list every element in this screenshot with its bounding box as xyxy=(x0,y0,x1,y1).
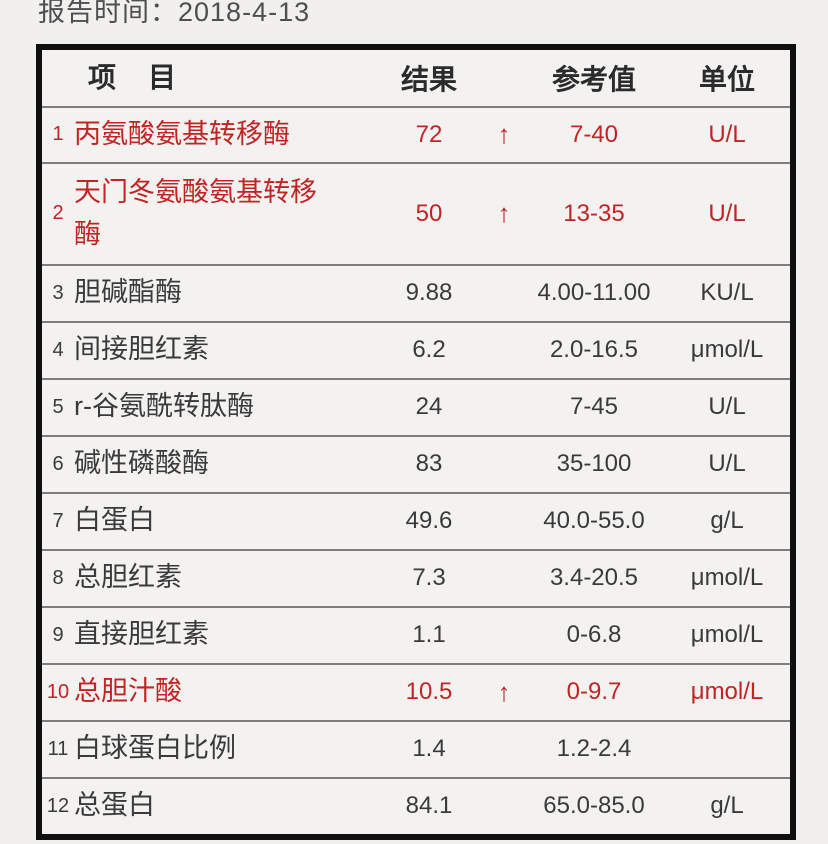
result-value: 50 xyxy=(415,199,443,227)
table-row: 11 白球蛋白比例 1.4 1.2-2.4 xyxy=(42,719,790,777)
unit-label: μmol/L xyxy=(690,678,764,706)
result-value: 9.88 xyxy=(405,279,453,307)
test-item-name: 总胆红素 xyxy=(74,562,182,593)
result-value: 10.5 xyxy=(405,678,453,706)
up-arrow-icon: ↑ xyxy=(497,119,511,150)
unit-label: U/L xyxy=(708,199,746,227)
row-number: 11 xyxy=(47,737,69,760)
reference-range: 13-35 xyxy=(563,199,625,227)
header-result: 结果 xyxy=(400,64,457,95)
up-arrow-icon: ↑ xyxy=(497,676,511,707)
test-item-name: 丙氨酸氨基转移酶 xyxy=(74,119,290,149)
table-row: 3 胆碱酯酶 9.88 4.00-11.00 KU/L xyxy=(42,263,790,321)
result-value: 1.4 xyxy=(412,735,446,763)
table-row: 6 碱性磷酸酶 83 35-100 U/L xyxy=(42,434,790,492)
reference-range: 1.2-2.4 xyxy=(556,735,632,763)
table-header-row: 项 目 结果 参考值 单位 xyxy=(42,50,790,106)
row-number: 9 xyxy=(52,623,64,646)
reference-range: 2.0-16.5 xyxy=(549,336,639,364)
row-number: 5 xyxy=(52,395,64,418)
result-value: 83 xyxy=(415,450,443,478)
reference-range: 0-9.7 xyxy=(566,678,622,706)
unit-label: μmol/L xyxy=(690,336,764,364)
report-time-label: 报告时间：2018-4-13 xyxy=(38,0,311,27)
test-item-name: 间接胆红素 xyxy=(74,334,209,365)
up-arrow-icon: ↑ xyxy=(497,198,511,229)
reference-range: 35-100 xyxy=(556,450,632,478)
result-value: 6.2 xyxy=(412,336,446,364)
header-item: 项 目 xyxy=(88,62,179,94)
row-number: 4 xyxy=(52,338,64,361)
result-value: 1.1 xyxy=(412,621,446,649)
table-row: 7 白蛋白 49.6 40.0-55.0 g/L xyxy=(42,491,790,549)
reference-range: 4.00-11.00 xyxy=(537,279,651,307)
test-item-name: 直接胆红素 xyxy=(74,619,209,650)
unit-label: g/L xyxy=(710,507,744,535)
table-row: 9 直接胆红素 1.1 0-6.8 μmol/L xyxy=(42,605,790,663)
header-unit: 单位 xyxy=(698,64,755,95)
result-value: 84.1 xyxy=(405,792,453,820)
result-value: 7.3 xyxy=(412,564,446,592)
result-value: 49.6 xyxy=(405,507,453,535)
row-number: 10 xyxy=(46,680,70,703)
row-number: 2 xyxy=(52,202,64,225)
reference-range: 0-6.8 xyxy=(566,621,622,649)
reference-range: 7-45 xyxy=(569,393,619,421)
test-item-name: 白球蛋白比例 xyxy=(74,733,236,764)
reference-range: 3.4-20.5 xyxy=(549,564,639,592)
table-row: 2 天门冬氨酸氨基转移酶 50 ↑ 13-35 U/L xyxy=(42,161,790,264)
table-row: 5 r-谷氨酰转肽酶 24 7-45 U/L xyxy=(42,377,790,435)
test-item-name: 总胆汁酸 xyxy=(74,676,182,707)
header-reference: 参考值 xyxy=(551,64,636,95)
table-row: 12 总蛋白 84.1 65.0-85.0 g/L xyxy=(42,776,790,834)
test-item-name: 白蛋白 xyxy=(74,505,155,536)
unit-label: μmol/L xyxy=(690,564,764,592)
test-item-name: 天门冬氨酸氨基转移酶 xyxy=(74,177,317,249)
table-row: 8 总胆红素 7.3 3.4-20.5 μmol/L xyxy=(42,548,790,606)
table-row: 1 丙氨酸氨基转移酶 72 ↑ 7-40 U/L xyxy=(42,106,790,162)
test-item-name: 胆碱酯酶 xyxy=(74,277,182,308)
table-body: 1 丙氨酸氨基转移酶 72 ↑ 7-40 U/L 2 天门冬氨酸氨基转移酶 50… xyxy=(42,106,790,834)
result-value: 24 xyxy=(415,393,443,421)
unit-label: g/L xyxy=(710,792,744,820)
test-item-name: 总蛋白 xyxy=(74,790,155,821)
table-row: 10 总胆汁酸 10.5 ↑ 0-9.7 μmol/L xyxy=(42,662,790,720)
row-number: 1 xyxy=(52,123,64,146)
test-item-name: 碱性磷酸酶 xyxy=(74,448,209,479)
table-row: 4 间接胆红素 6.2 2.0-16.5 μmol/L xyxy=(42,320,790,378)
result-value: 72 xyxy=(415,120,443,148)
reference-range: 40.0-55.0 xyxy=(543,507,645,535)
lab-results-table: 项 目 结果 参考值 单位 1 丙氨酸氨基转移酶 72 ↑ 7-40 U/L 2… xyxy=(36,44,796,840)
unit-label: μmol/L xyxy=(690,621,764,649)
unit-label: U/L xyxy=(708,450,746,478)
test-item-name: r-谷氨酰转肽酶 xyxy=(74,391,254,422)
row-number: 8 xyxy=(52,566,64,589)
row-number: 7 xyxy=(52,509,64,532)
reference-range: 65.0-85.0 xyxy=(543,792,645,820)
reference-range: 7-40 xyxy=(569,120,619,148)
unit-label: U/L xyxy=(708,120,746,148)
unit-label: KU/L xyxy=(700,279,754,307)
row-number: 12 xyxy=(46,794,70,817)
unit-label: U/L xyxy=(708,393,746,421)
row-number: 6 xyxy=(52,452,64,475)
row-number: 3 xyxy=(52,281,64,304)
